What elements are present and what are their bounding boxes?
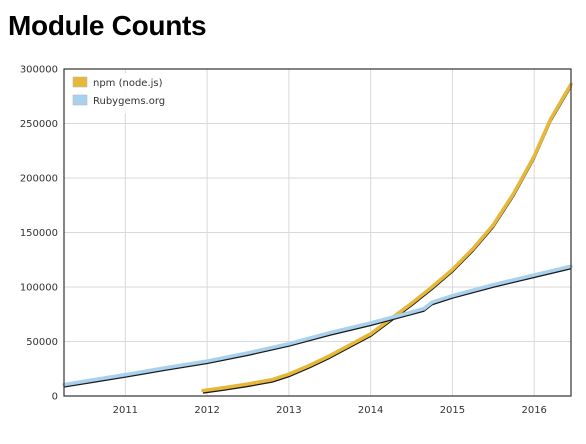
y-tick-label: 150000 <box>20 228 58 239</box>
legend-label: npm (node.js) <box>93 78 163 89</box>
series-npm <box>201 82 573 394</box>
series-rubygems <box>62 264 573 388</box>
x-tick-label: 2011 <box>113 405 138 416</box>
legend-label: Rubygems.org <box>93 96 165 107</box>
legend: npm (node.js) Rubygems.org <box>69 73 197 113</box>
legend-swatch <box>72 76 88 88</box>
series-line <box>201 82 573 393</box>
x-tick-label: 2016 <box>521 405 546 416</box>
series-shadow-line <box>202 85 572 394</box>
series-shadow-line <box>63 267 572 388</box>
page-title: Module Counts <box>8 10 207 41</box>
x-tick-label: 2012 <box>194 405 219 416</box>
x-tick-label: 2014 <box>358 405 383 416</box>
y-tick-label: 0 <box>52 392 58 403</box>
x-tick-label: 2013 <box>276 405 301 416</box>
y-tick-label: 300000 <box>20 65 58 76</box>
plot-frame <box>63 68 572 397</box>
legend-background <box>69 73 197 113</box>
y-tick-label: 250000 <box>20 119 58 130</box>
grid-layer <box>64 68 571 397</box>
series-line <box>62 264 573 387</box>
x-tick-label: 2015 <box>440 405 465 416</box>
y-tick-label: 100000 <box>20 283 58 294</box>
legend-swatch <box>72 94 88 106</box>
y-tick-label: 200000 <box>20 174 58 185</box>
y-tick-label: 50000 <box>26 337 58 348</box>
tick-layer: 0 50000 100000 150000 200000 250000 300000 2011… <box>20 65 547 417</box>
series-layer <box>62 82 573 394</box>
